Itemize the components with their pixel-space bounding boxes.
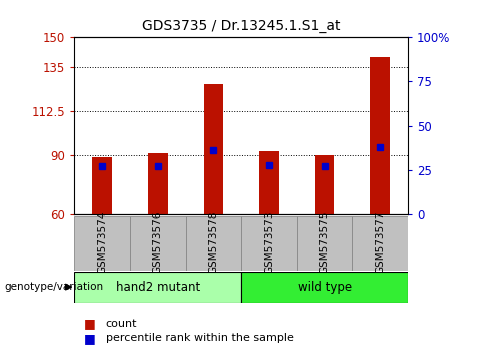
Bar bbox=[148, 153, 168, 214]
Bar bbox=[93, 157, 112, 214]
Text: GSM573576: GSM573576 bbox=[153, 211, 163, 274]
Text: count: count bbox=[106, 319, 137, 329]
Title: GDS3735 / Dr.13245.1.S1_at: GDS3735 / Dr.13245.1.S1_at bbox=[142, 19, 340, 33]
Bar bbox=[259, 151, 279, 214]
Bar bbox=[186, 216, 241, 271]
Text: genotype/variation: genotype/variation bbox=[5, 282, 104, 292]
Text: ■: ■ bbox=[84, 318, 96, 330]
Text: GSM573575: GSM573575 bbox=[320, 211, 330, 274]
Bar bbox=[204, 84, 223, 214]
Text: GSM573574: GSM573574 bbox=[97, 211, 107, 274]
Text: percentile rank within the sample: percentile rank within the sample bbox=[106, 333, 293, 343]
Bar bbox=[352, 216, 408, 271]
Text: ■: ■ bbox=[84, 332, 96, 344]
Text: GSM573577: GSM573577 bbox=[375, 211, 385, 274]
Text: wild type: wild type bbox=[298, 281, 352, 293]
Bar bbox=[74, 216, 130, 271]
Bar bbox=[241, 216, 297, 271]
Bar bbox=[74, 272, 241, 303]
Bar bbox=[241, 272, 408, 303]
Bar bbox=[130, 216, 186, 271]
Bar bbox=[297, 216, 352, 271]
Bar bbox=[371, 57, 390, 214]
Text: GSM573578: GSM573578 bbox=[208, 211, 218, 274]
Bar bbox=[315, 155, 335, 214]
Text: GSM573573: GSM573573 bbox=[264, 211, 274, 274]
Text: hand2 mutant: hand2 mutant bbox=[116, 281, 200, 293]
